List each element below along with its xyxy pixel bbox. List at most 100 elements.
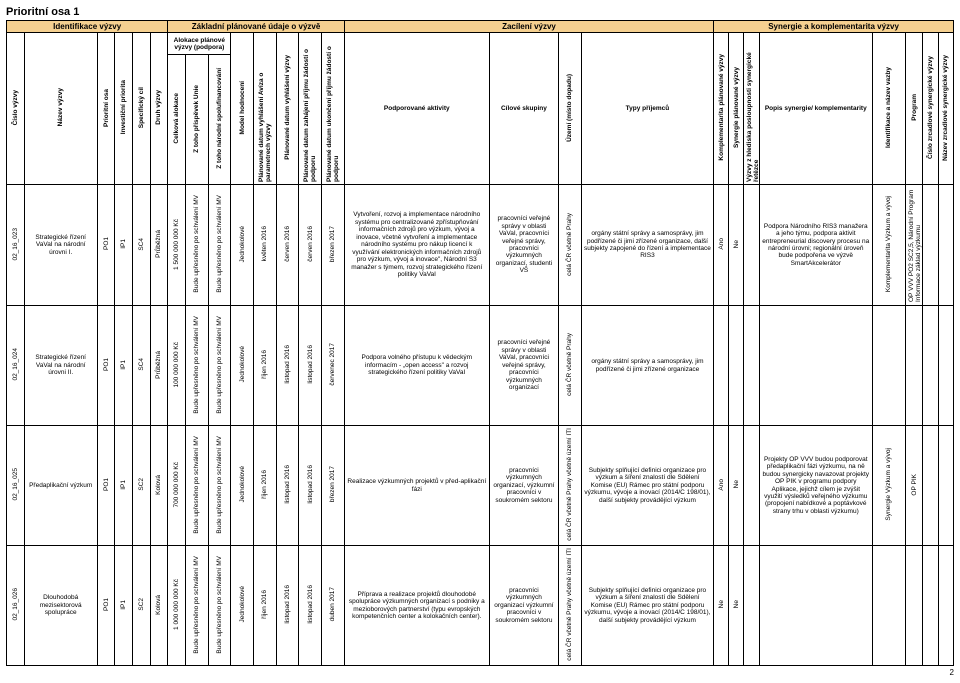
hdr-celkova: Celková alokace: [168, 55, 186, 185]
cell-uzemi: celá ČR včetně Prahy včetně území ITI: [559, 546, 582, 666]
band-ident: Identifikace výzvy: [7, 21, 168, 33]
cell-druh: Kolová: [150, 546, 168, 666]
cell-celkova: 1 500 000 000 Kč: [168, 185, 186, 306]
cell-d4: březen 2017: [322, 426, 345, 546]
hdr-nazev: Název výzvy: [24, 33, 97, 185]
cell-eu: Bude upřesněno po schválení MV: [185, 306, 208, 426]
hdr-aktiv: Podporované aktivity: [344, 33, 489, 185]
hdr-ip: Investiční priorita: [115, 33, 133, 185]
cell-po: PO1: [97, 306, 115, 426]
cell-_cz: [923, 185, 938, 306]
hdr-d1: Plánované datum vyhlášení Avíza o parame…: [254, 33, 277, 185]
cell-model: Jednokolové: [231, 185, 254, 306]
hdr-model: Model hodnocení: [231, 33, 254, 185]
cell-po: PO1: [97, 185, 115, 306]
cell-eu: Bude upřesněno po schválení MV: [185, 185, 208, 306]
cell-prij: Subjekty splňující definici organizace p…: [581, 426, 713, 546]
cell-prog: OP PIK: [905, 426, 923, 546]
cell-uzemi: celá ČR včetně Prahy: [559, 306, 582, 426]
cell-ip: IP1: [115, 546, 133, 666]
cell-celkova: 1 000 000 000 Kč: [168, 546, 186, 666]
cell-idn: [873, 546, 906, 666]
cell-po: PO1: [97, 546, 115, 666]
cell-nazev: Strategické řízení VaVaI na národní úrov…: [24, 185, 97, 306]
cell-aktiv: Realizace výzkumných projektů v před-apl…: [344, 426, 489, 546]
cell-d1: květen 2016: [254, 185, 277, 306]
cell-skup: pracovníci výzkumných organizací výzkumn…: [489, 546, 558, 666]
cell-model: Jednokolové: [231, 426, 254, 546]
cell-narod: Bude upřesněno po schválení MV: [208, 306, 231, 426]
cell-eu: Bude upřesněno po schválení MV: [185, 546, 208, 666]
cell-d4: červenec 2017: [322, 306, 345, 426]
cell-sc: SC2: [133, 426, 151, 546]
cell-_vyz: [744, 185, 759, 306]
hdr-popis: Popis synergie/ komplementarity: [759, 33, 872, 185]
cell-narod: Bude upřesněno po schválení MV: [208, 185, 231, 306]
hdr-alloc: Alokace plánové výzvy (podpora): [168, 33, 231, 55]
cell-kp: Ne: [714, 546, 729, 666]
cell-sp: Ne: [729, 426, 744, 546]
cell-nazev: Dlouhodobá mezisektorová spolupráce: [24, 546, 97, 666]
cell-d3: listopad 2016: [299, 306, 322, 426]
hdr-idn: Identifikace a název vazby: [873, 33, 906, 185]
cell-_cz: [923, 306, 938, 426]
cell-uzemi: celá ČR včetně Prahy: [559, 185, 582, 306]
cell-d3: listopad 2016: [299, 546, 322, 666]
band-basic: Základní plánované údaje o výzvě: [168, 21, 344, 33]
cell-popis: [759, 546, 872, 666]
cell-model: Jednokolové: [231, 546, 254, 666]
cell-prij: Subjekty splňující definici organizace p…: [581, 546, 713, 666]
hdr-cislo: Číslo výzvy: [7, 33, 25, 185]
cell-kp: Ano: [714, 426, 729, 546]
cell-sp: Ne: [729, 546, 744, 666]
cell-uzemi: celá ČR včetně Prahy včetně území ITI: [559, 426, 582, 546]
cell-ip: IP1: [115, 185, 133, 306]
band-target: Zacílení výzvy: [344, 21, 713, 33]
cell-narod: Bude upřesněno po schválení MV: [208, 546, 231, 666]
cell-eu: Bude upřesněno po schválení MV: [185, 426, 208, 546]
hdr-eu: Z toho příspěvek Unie: [185, 55, 208, 185]
cell-aktiv: Podpora volného přístupu k vědeckým info…: [344, 306, 489, 426]
hdr-vyz: Výzvy z hlediska posloupnosti synergické…: [744, 33, 759, 185]
cell-_vyz: [744, 546, 759, 666]
hdr-sc: Specifický cíl: [133, 33, 151, 185]
cell-d3: červen 2016: [299, 185, 322, 306]
hdr-kp: Komplementarita plánované výzvy: [714, 33, 729, 185]
cell-ip: IP1: [115, 426, 133, 546]
cell-sc: SC2: [133, 546, 151, 666]
hdr-prij: Typy příjemců: [581, 33, 713, 185]
cell-d1: říjen 2016: [254, 426, 277, 546]
cell-sc: SC4: [133, 306, 151, 426]
cell-sc: SC4: [133, 185, 151, 306]
cell-druh: Kolová: [150, 426, 168, 546]
hdr-prog: Program: [905, 33, 923, 185]
hdr-uzemi: Území (místo dopadu): [559, 33, 582, 185]
cell-popis: Projekty OP VVV budou podporovat předapl…: [759, 426, 872, 546]
cell-celkova: 100 000 000 Kč: [168, 306, 186, 426]
cell-cislo: 02_16_026: [7, 546, 25, 666]
cell-popis: [759, 306, 872, 426]
cell-prog: OP VVV PO2 SC2,5, Národní Program Inform…: [905, 185, 923, 306]
page-title: Prioritní osa 1: [6, 6, 954, 18]
band-syn: Synergie a komplementarita výzvy: [714, 21, 954, 33]
cell-idn: Synergie Výzkum a vývoj: [873, 426, 906, 546]
cell-ip: IP1: [115, 306, 133, 426]
cell-celkova: 700 000 000 Kč: [168, 426, 186, 546]
cell-_vyz: [744, 426, 759, 546]
cell-cislo: 02_16_025: [7, 426, 25, 546]
cell-kp: Ano: [714, 185, 729, 306]
cell-skup: pracovníci veřejné správy v oblasti VaVa…: [489, 185, 558, 306]
cell-prij: orgány státní správy a samosprávy, jim p…: [581, 306, 713, 426]
cell-aktiv: Příprava a realizace projektů dlouhodobé…: [344, 546, 489, 666]
hdr-po: Prioritní osa: [97, 33, 115, 185]
cell-d2: listopad 2016: [276, 546, 299, 666]
cell-prog: [905, 546, 923, 666]
cell-nazev: Předaplikační výzkum: [24, 426, 97, 546]
cell-cislo: 02_16_023: [7, 185, 25, 306]
cell-aktiv: Vytvoření, rozvoj a implementace národní…: [344, 185, 489, 306]
cell-skup: pracovníci výzkumných organizací, výzkum…: [489, 426, 558, 546]
cell-d2: listopad 2016: [276, 426, 299, 546]
cell-idn: Komplementarita Výzkum a vývoj: [873, 185, 906, 306]
cell-druh: Průběžná: [150, 185, 168, 306]
hdr-skup: Cílové skupiny: [489, 33, 558, 185]
